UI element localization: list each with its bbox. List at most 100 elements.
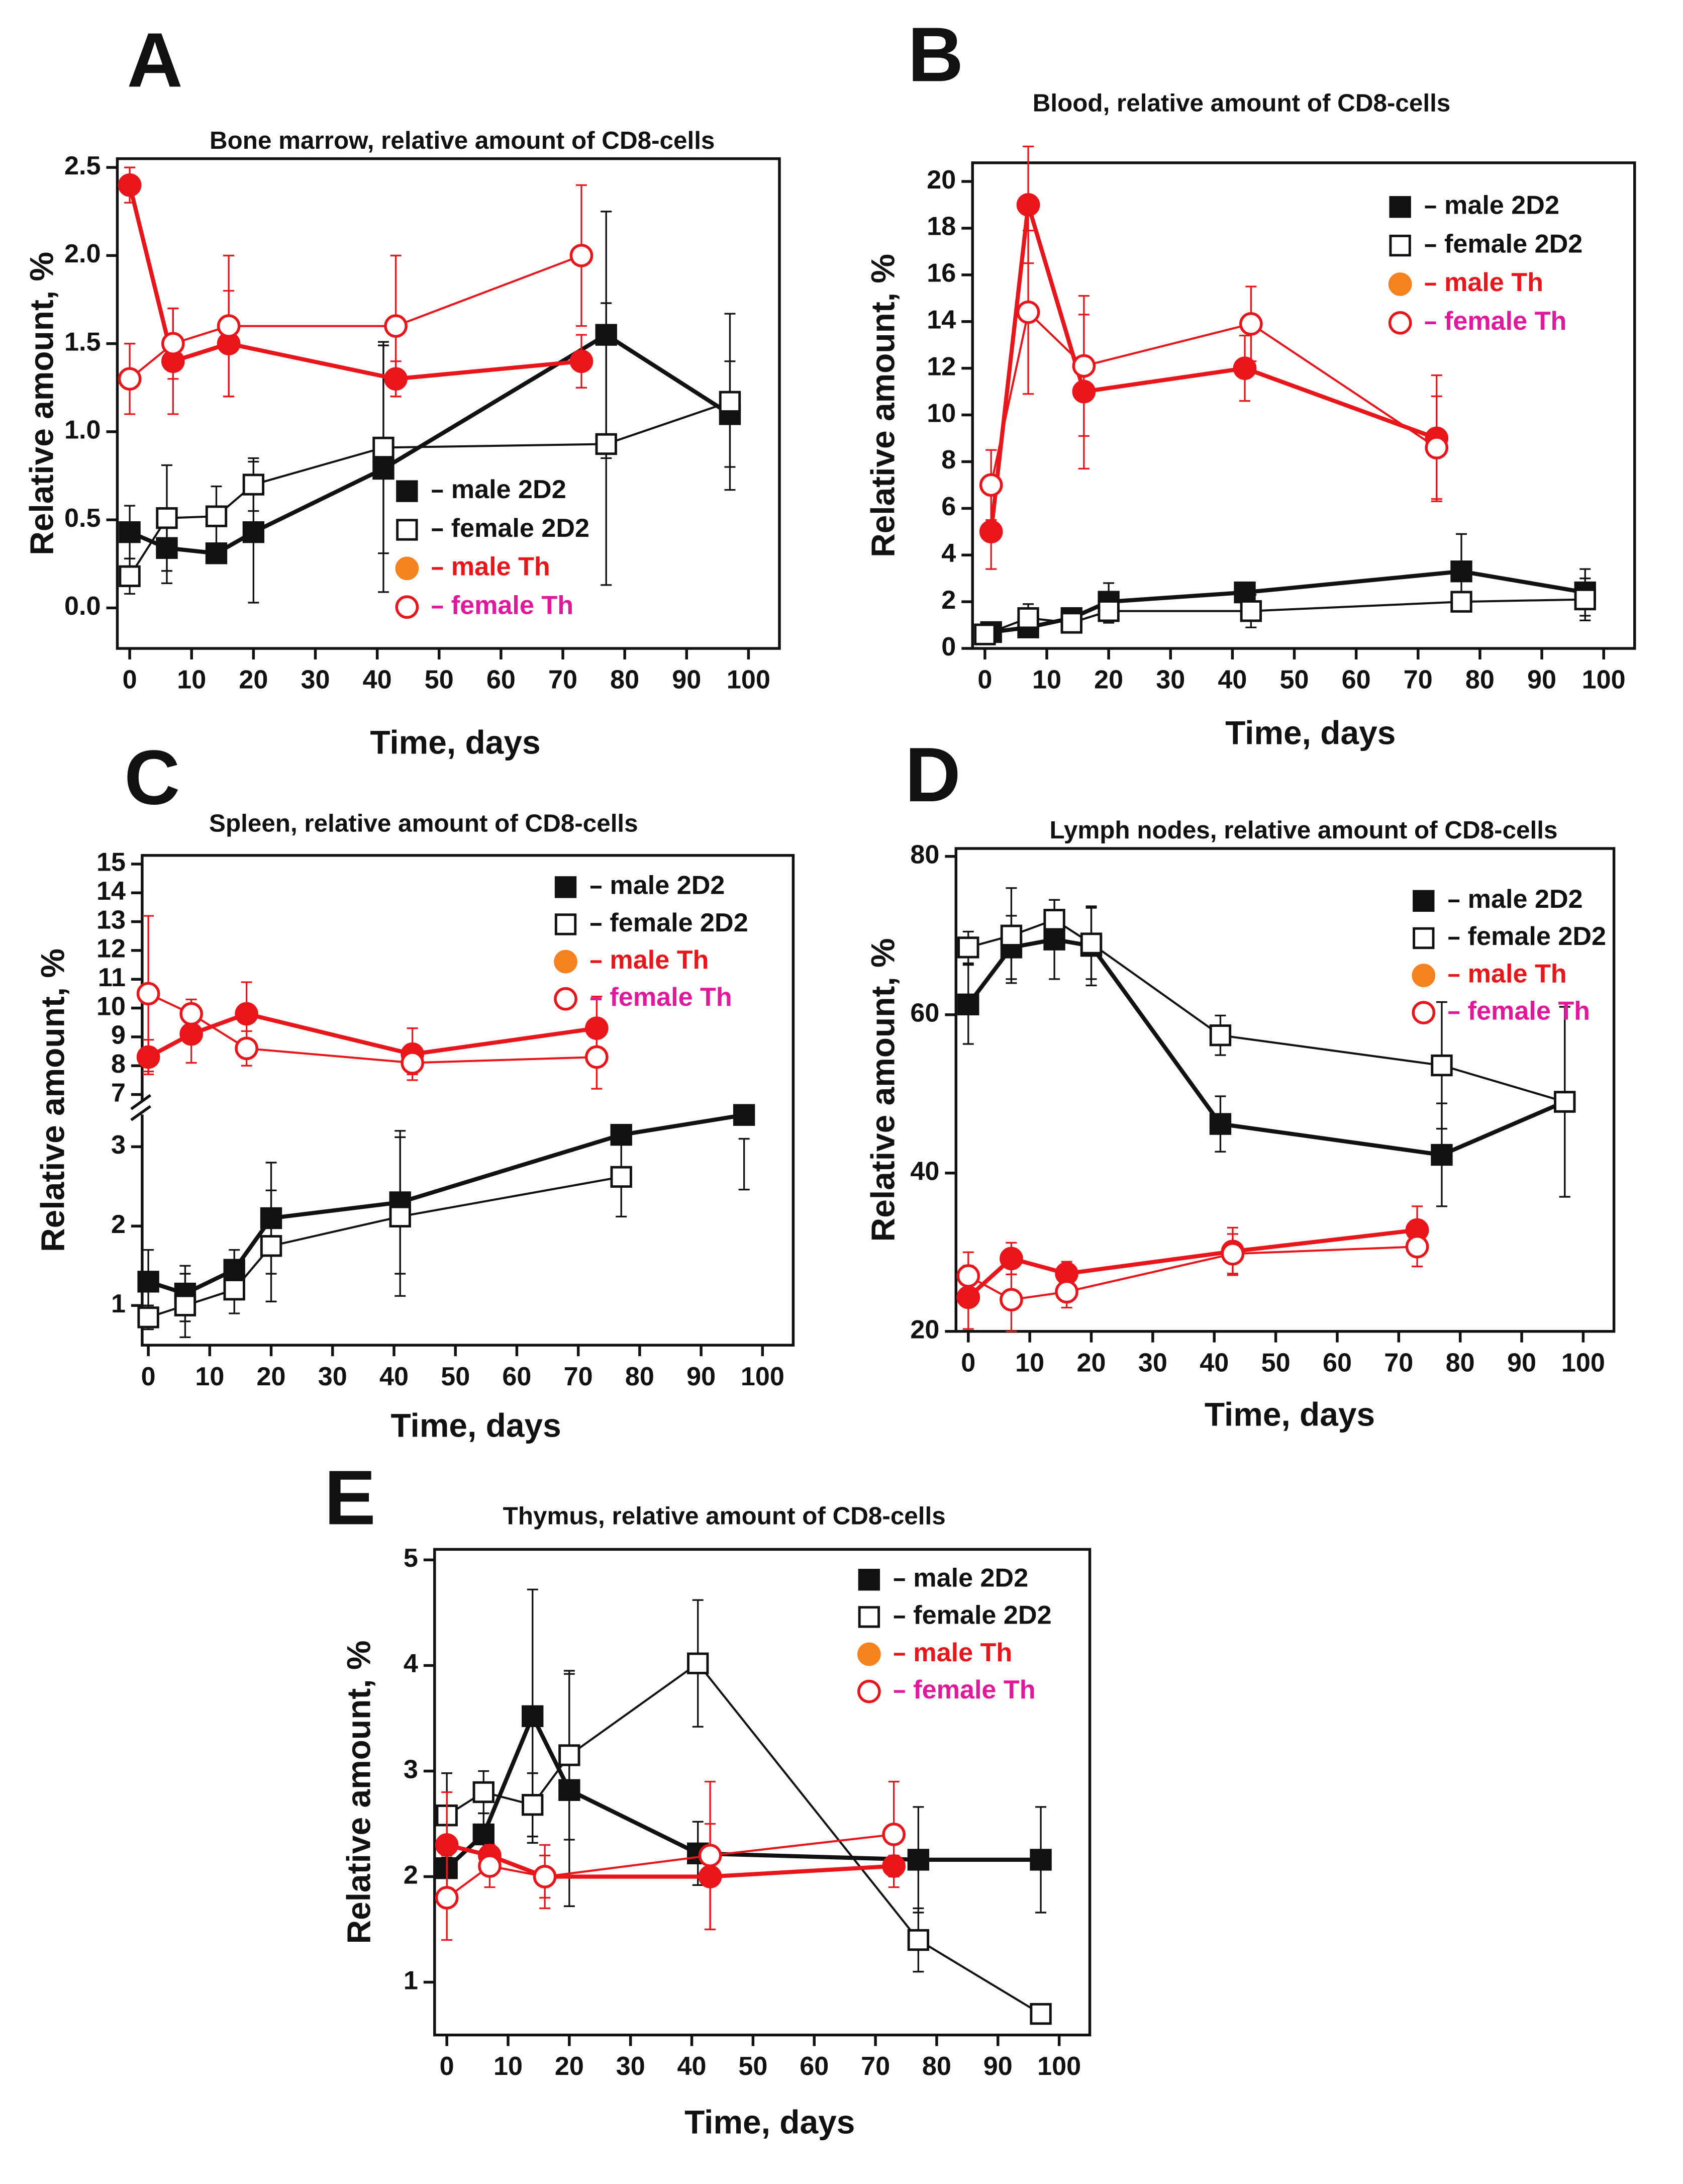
y-tick-label: 9 <box>111 1021 126 1050</box>
data-point <box>205 505 228 527</box>
data-point <box>569 349 593 373</box>
data-point <box>1233 356 1257 380</box>
x-tick-label: 70 <box>1384 1348 1413 1377</box>
x-tick-label: 70 <box>1404 666 1433 695</box>
data-point <box>1450 591 1472 613</box>
data-point <box>979 520 1003 544</box>
legend-marker <box>858 1569 880 1591</box>
legend-marker <box>857 1642 881 1666</box>
data-point <box>1431 1054 1453 1077</box>
legend-label: male Th <box>451 552 550 582</box>
x-tick-label: 0 <box>141 1362 156 1391</box>
data-point <box>1098 600 1120 622</box>
panel: E Thymus, relative amount of CD8-cells Tim… <box>324 1454 1092 2140</box>
legend-marker <box>1389 234 1411 257</box>
x-tick-label: 100 <box>1582 666 1626 695</box>
x-tick-label: 90 <box>1507 1348 1536 1377</box>
y-tick-label: 1 <box>404 1966 418 1995</box>
legend-label: male Th <box>1468 959 1567 988</box>
x-tick-label: 80 <box>625 1362 654 1391</box>
x-tick-label: 40 <box>1218 666 1247 695</box>
legend-label: female 2D2 <box>451 514 589 543</box>
legend-marker <box>857 1679 881 1703</box>
y-tick-label: 1 <box>111 1289 126 1318</box>
data-point <box>472 1823 494 1846</box>
x-tick-label: 20 <box>239 666 268 695</box>
x-tick-label: 100 <box>741 1362 784 1391</box>
data-point <box>687 1652 709 1674</box>
x-tick-label: 80 <box>1446 1348 1475 1377</box>
x-tick-label: 100 <box>1037 2052 1081 2081</box>
x-tick-label: 60 <box>1342 666 1371 695</box>
data-point <box>558 1744 580 1766</box>
data-point <box>118 367 142 391</box>
y-axis-label: Relative amount, % <box>340 1641 377 1944</box>
y-tick-label: 2 <box>404 1860 418 1889</box>
series-line <box>990 311 1437 486</box>
x-tick-label: 70 <box>564 1362 593 1391</box>
y-tick-label: 0.0 <box>64 592 101 621</box>
data-point <box>974 623 996 645</box>
x-tick-label: 80 <box>1465 666 1495 695</box>
x-tick-label: 0 <box>961 1348 975 1377</box>
data-point <box>137 1271 159 1293</box>
x-tick-label: 70 <box>861 2052 890 2081</box>
data-point <box>979 473 1003 497</box>
panel-letter: A <box>127 17 183 103</box>
legend-label: male 2D2 <box>913 1564 1028 1593</box>
y-tick-label: 5 <box>404 1544 418 1573</box>
series-line <box>147 1011 597 1059</box>
x-tick-label: 90 <box>686 1362 716 1391</box>
chart-title: Spleen, relative amount of CD8-cells <box>209 809 638 837</box>
data-point <box>223 1278 245 1301</box>
x-axis-label: Time, days <box>684 2103 855 2140</box>
y-tick-label: 12 <box>927 352 956 381</box>
data-point <box>478 1854 502 1878</box>
legend-label: female Th <box>451 591 573 620</box>
chart-title: Lymph nodes, relative amount of CD8-cell… <box>1050 816 1558 844</box>
x-tick-label: 60 <box>486 666 516 695</box>
data-point <box>1030 1849 1052 1871</box>
y-tick-label: 4 <box>404 1649 418 1678</box>
data-point <box>1209 1024 1232 1047</box>
data-point <box>957 936 979 959</box>
y-tick-label: 2.0 <box>64 239 101 268</box>
x-tick-label: 20 <box>555 2052 584 2081</box>
error-bar <box>738 1137 750 1191</box>
data-point <box>1017 607 1039 629</box>
x-tick-label: 30 <box>1156 666 1185 695</box>
data-point <box>217 314 241 338</box>
y-tick-label: 0 <box>941 632 956 661</box>
data-point <box>698 1844 722 1867</box>
legend-marker <box>554 949 577 974</box>
x-tick-label: 10 <box>1015 1348 1044 1377</box>
data-point <box>719 391 741 413</box>
data-point <box>1450 560 1472 583</box>
x-tick-label: 10 <box>1032 666 1061 695</box>
data-point <box>161 332 185 356</box>
panel: A Bone marrow, relative amount of CD8-cel… <box>23 17 781 761</box>
x-tick-label: 100 <box>1561 1348 1605 1377</box>
x-tick-label: 90 <box>1527 666 1556 695</box>
x-tick-label: 60 <box>502 1362 531 1391</box>
chart-title: Blood, relative amount of CD8-cells <box>1033 89 1451 117</box>
data-point <box>1043 909 1065 931</box>
chart-title: Bone marrow, relative amount of CD8-cell… <box>210 127 715 154</box>
chart-title: Thymus, relative amount of CD8-cells <box>503 1502 946 1530</box>
data-point <box>1000 1247 1023 1271</box>
legend-marker <box>858 1606 880 1628</box>
x-tick-label: 10 <box>177 666 206 695</box>
data-point <box>242 521 265 543</box>
legend-label: female Th <box>610 983 732 1012</box>
data-point <box>584 1045 609 1069</box>
data-point <box>235 1036 258 1061</box>
x-tick-label: 10 <box>493 2052 523 2081</box>
data-point <box>1060 612 1082 634</box>
y-tick-label: 60 <box>910 999 939 1028</box>
legend-label: male 2D2 <box>1444 191 1559 220</box>
data-point <box>1080 932 1103 955</box>
panel: D Lymph nodes, relative amount of CD8-cel… <box>864 731 1616 1433</box>
data-point <box>957 993 979 1015</box>
axis-break-mark <box>130 1105 151 1121</box>
y-tick-label: 10 <box>96 992 126 1021</box>
